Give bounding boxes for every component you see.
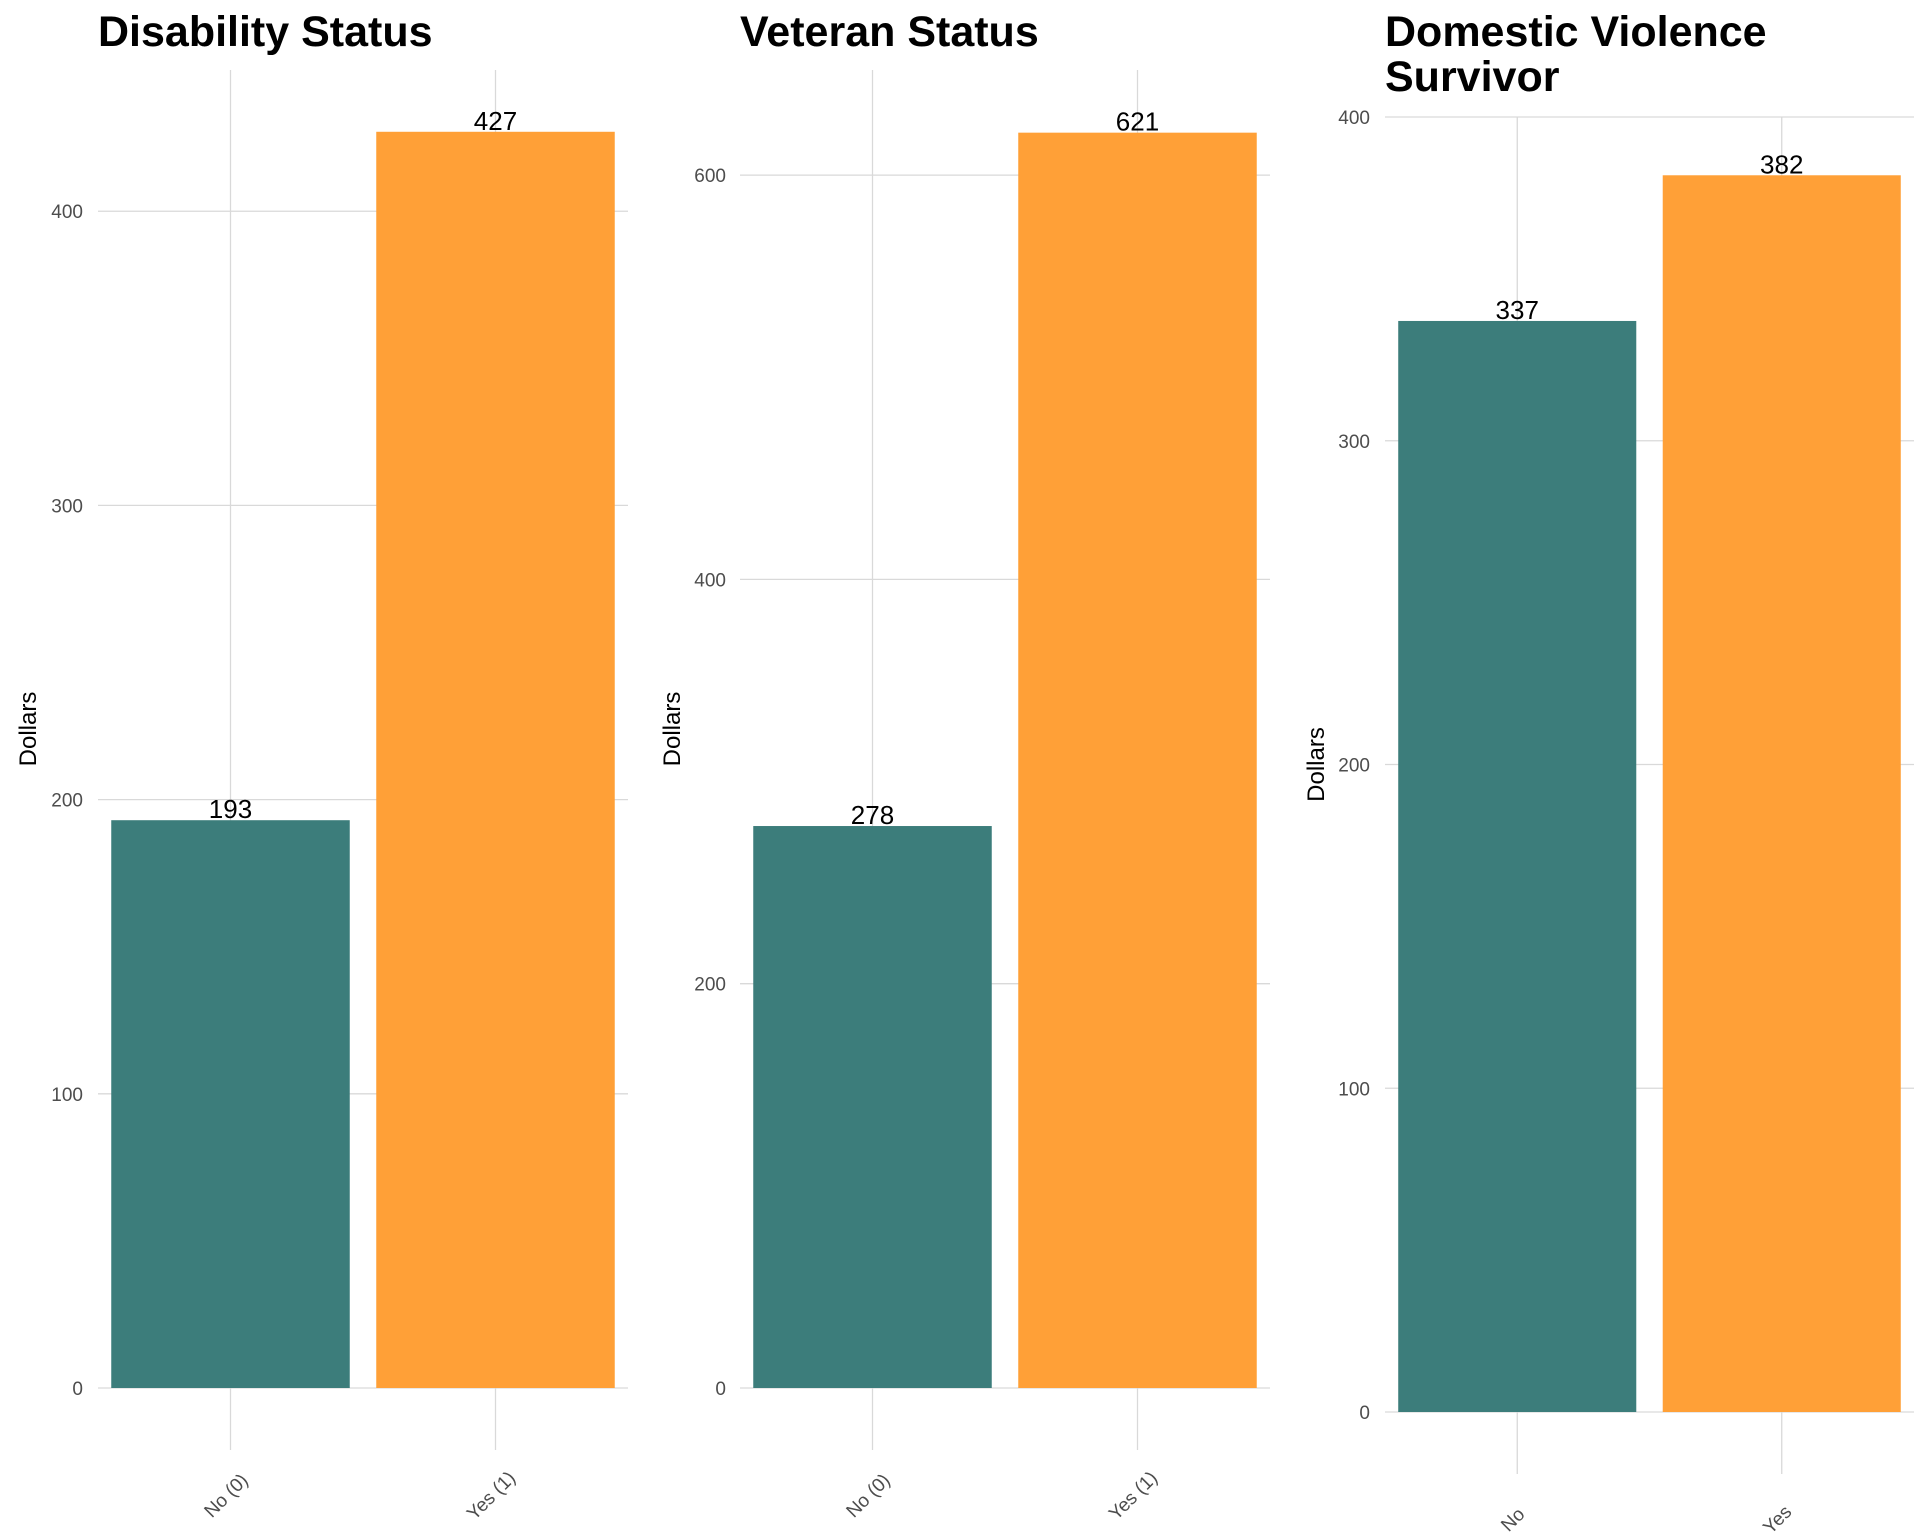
y-tick-label: 300 bbox=[51, 496, 83, 517]
chart-title: Domestic Violence Survivor bbox=[1385, 8, 1767, 101]
x-tick-label: No (0) bbox=[843, 1470, 895, 1522]
y-tick-label: 200 bbox=[694, 975, 726, 996]
chart-title-line: Domestic Violence bbox=[1385, 8, 1767, 56]
data-label: 427 bbox=[474, 106, 517, 136]
chart-title: Veteran Status bbox=[740, 8, 1039, 56]
x-tick-label: Yes bbox=[1759, 1502, 1796, 1536]
data-label: 278 bbox=[851, 800, 894, 830]
x-tick-label: Yes (1) bbox=[1105, 1468, 1162, 1525]
y-tick-label: 0 bbox=[715, 1379, 726, 1400]
data-label: 382 bbox=[1760, 149, 1803, 179]
chart-title-line: Survivor bbox=[1385, 53, 1560, 101]
chart-panel: 0 100 200 300 400 193 No (0) 427 Yes (1) Dollars D… bbox=[15, 8, 628, 1525]
bar-no bbox=[1398, 320, 1637, 1412]
y-tick-label: 100 bbox=[1338, 1079, 1370, 1100]
y-tick-label: 200 bbox=[51, 791, 83, 812]
chart-title: Disability Status bbox=[98, 8, 433, 56]
bar-yes-1 bbox=[1018, 132, 1257, 1388]
bar-no-0 bbox=[753, 826, 992, 1388]
y-tick-label: 100 bbox=[51, 1085, 83, 1106]
x-tick-label: No bbox=[1497, 1504, 1529, 1536]
y-tick-label: 400 bbox=[694, 570, 726, 591]
x-tick-label: Yes (1) bbox=[463, 1468, 520, 1525]
y-tick-label: 400 bbox=[51, 202, 83, 223]
bar-yes-1 bbox=[376, 131, 615, 1388]
chart-panel: 0 200 400 600 278 No (0) 621 Yes (1) Dollars Vete… bbox=[659, 8, 1270, 1525]
y-tick-label: 400 bbox=[1338, 108, 1370, 129]
y-tick-label: 200 bbox=[1338, 756, 1370, 777]
data-label: 337 bbox=[1496, 295, 1539, 325]
data-label: 621 bbox=[1116, 107, 1159, 137]
bar-yes bbox=[1662, 175, 1901, 1412]
data-label: 193 bbox=[209, 794, 252, 824]
x-tick-label: No (0) bbox=[201, 1470, 253, 1522]
y-tick-label: 0 bbox=[72, 1379, 83, 1400]
y-tick-label: 0 bbox=[1359, 1403, 1370, 1424]
y-axis-label: Dollars bbox=[15, 692, 42, 767]
chart-panel: 0 100 200 300 400 337 No 382 Yes Dollars Domestic … bbox=[1303, 8, 1914, 1536]
y-axis-label: Dollars bbox=[1303, 727, 1330, 802]
y-tick-label: 600 bbox=[694, 166, 726, 187]
bar-no-0 bbox=[111, 820, 350, 1388]
y-tick-label: 300 bbox=[1338, 432, 1370, 453]
y-axis-label: Dollars bbox=[659, 692, 686, 767]
